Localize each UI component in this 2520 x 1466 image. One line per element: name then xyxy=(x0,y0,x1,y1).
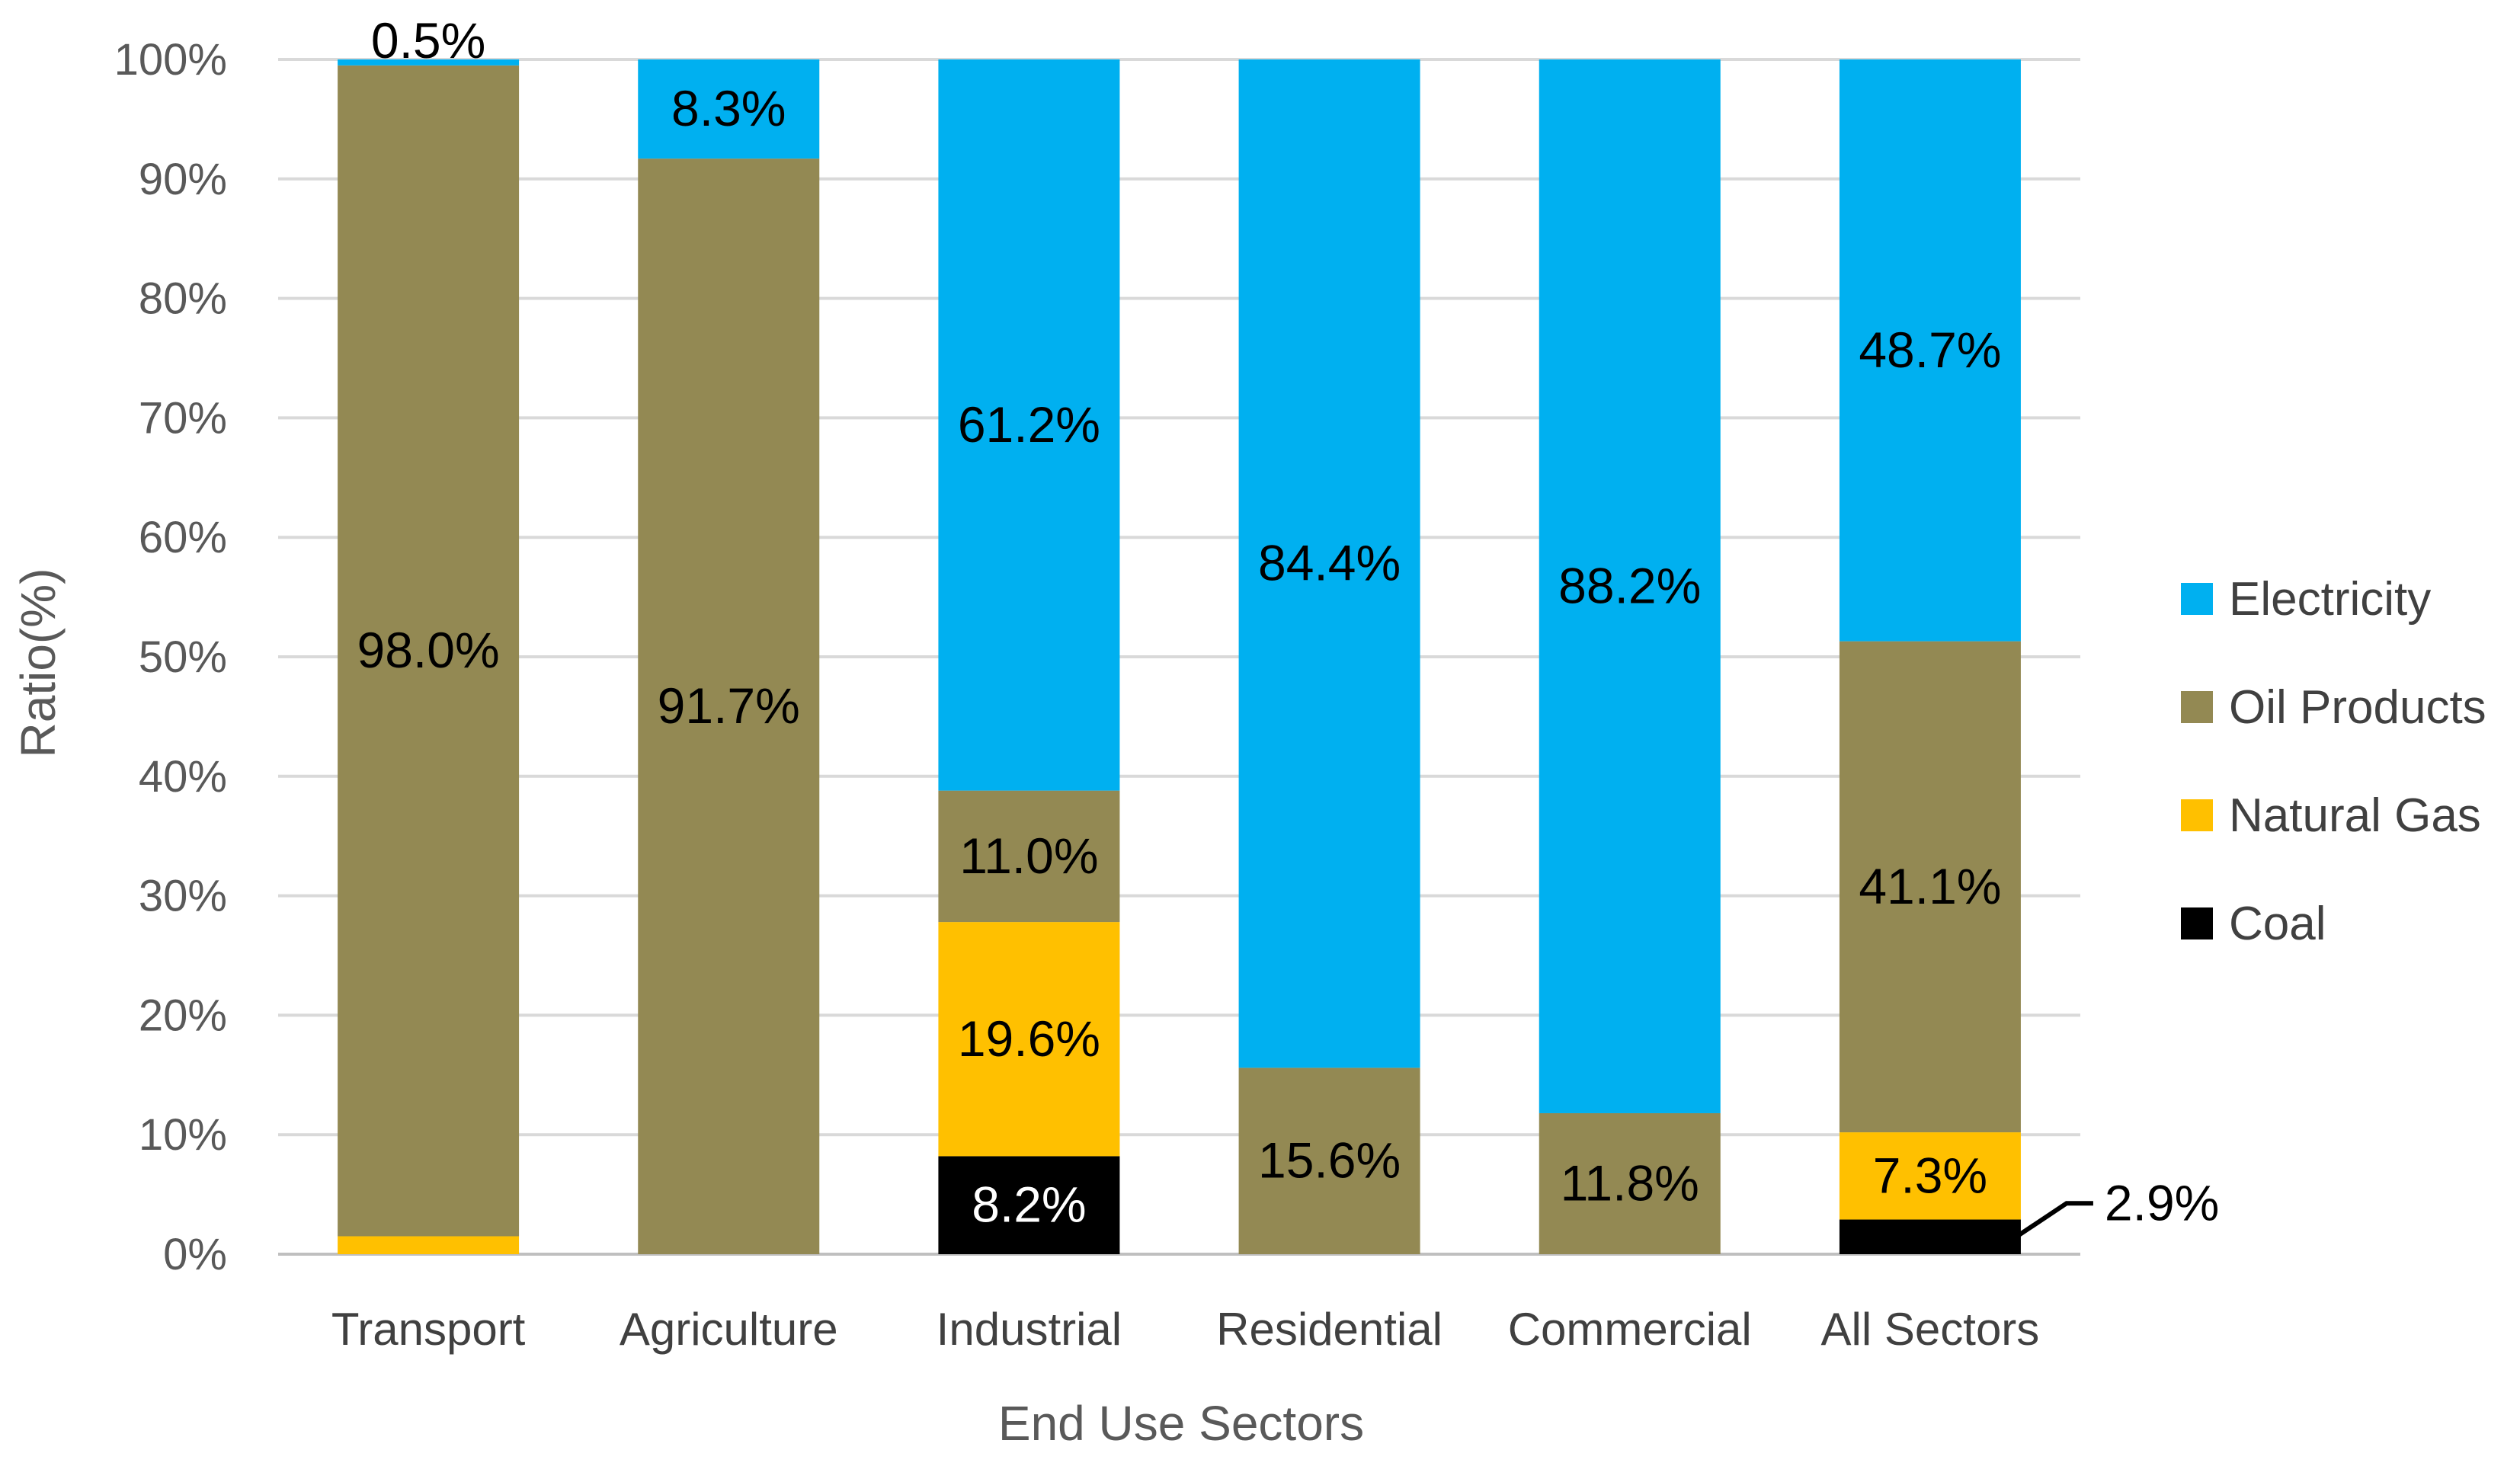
bar-electricity xyxy=(1238,59,1420,1068)
bar-oil-products xyxy=(1839,641,2021,1133)
legend: Electricity Oil Products Natural Gas Coal xyxy=(2181,573,2486,950)
bar-oil-products xyxy=(1238,1067,1420,1254)
legend-swatch xyxy=(2181,799,2213,831)
data-label: 88.2% xyxy=(1558,557,1701,613)
legend-swatch xyxy=(2181,583,2213,615)
legend-swatch xyxy=(2181,907,2213,939)
y-tick-label: 80% xyxy=(139,274,227,324)
y-tick-label: 40% xyxy=(139,752,227,802)
y-tick-label: 100% xyxy=(114,35,227,85)
data-label: 8.2% xyxy=(972,1176,1086,1233)
y-axis-ticks: 0% 10% 20% 30% 40% 50% 60% 70% 80% 90% 100% xyxy=(114,35,227,1279)
data-label: 19.6% xyxy=(958,1010,1100,1067)
bar-oil-products xyxy=(338,65,520,1237)
bar-natural-gas xyxy=(338,1236,520,1254)
bar-electricity xyxy=(638,59,820,159)
legend-label: Coal xyxy=(2229,898,2326,950)
bars: 1.5%98.0%0.5%91.7%8.3%8.2%19.6%11.0%61.2… xyxy=(338,12,2219,1254)
data-label: 7.3% xyxy=(1873,1147,1987,1203)
bar-electricity xyxy=(938,59,1120,791)
bar-electricity xyxy=(1539,59,1721,1113)
x-category-label: Residential xyxy=(1216,1304,1443,1355)
data-label: 2.9% xyxy=(2105,1174,2219,1231)
x-axis-title: End Use Sectors xyxy=(998,1396,1364,1451)
data-label: 0.5% xyxy=(371,12,485,69)
data-label: 98.0% xyxy=(357,622,500,678)
y-tick-label: 20% xyxy=(139,991,227,1040)
bar-oil-products xyxy=(638,158,820,1254)
y-tick-label: 70% xyxy=(139,393,227,443)
bar-electricity xyxy=(1839,59,2021,642)
data-label: 11.8% xyxy=(1561,1154,1699,1211)
y-tick-label: 60% xyxy=(139,513,227,562)
x-category-label: Agriculture xyxy=(620,1304,838,1355)
gridlines xyxy=(278,58,2080,1256)
bar-natural-gas xyxy=(938,922,1120,1157)
y-tick-label: 10% xyxy=(139,1110,227,1160)
data-label: 91.7% xyxy=(658,677,800,734)
legend-label: Natural Gas xyxy=(2229,789,2481,842)
y-axis-title: Ratio(%) xyxy=(11,568,66,758)
bar-natural-gas xyxy=(1839,1132,2021,1220)
data-label: 48.7% xyxy=(1859,322,2001,378)
y-tick-label: 50% xyxy=(139,632,227,682)
x-category-label: Transport xyxy=(331,1304,526,1355)
data-label: 41.1% xyxy=(1859,858,2001,914)
data-label: 11.0% xyxy=(959,827,1098,884)
y-tick-label: 30% xyxy=(139,872,227,921)
bar-coal xyxy=(938,1156,1120,1254)
x-axis-categories: Transport Agriculture Industrial Residentia… xyxy=(331,1304,2039,1355)
coal-leader-line xyxy=(2015,1201,2093,1239)
data-label: 15.6% xyxy=(1258,1132,1401,1189)
x-category-label: Commercial xyxy=(1508,1304,1752,1355)
bar-electricity xyxy=(338,59,520,66)
legend-label: Electricity xyxy=(2229,573,2431,626)
x-category-label: Industrial xyxy=(937,1304,1122,1355)
bar-oil-products xyxy=(938,790,1120,923)
legend-swatch xyxy=(2181,691,2213,723)
x-category-label: All Sectors xyxy=(1821,1304,2040,1355)
data-label: 61.2% xyxy=(958,396,1100,453)
y-tick-label: 0% xyxy=(163,1230,227,1279)
bar-oil-products xyxy=(1539,1112,1721,1254)
bar-coal xyxy=(1839,1219,2021,1254)
data-label: 8.3% xyxy=(671,80,786,136)
y-tick-label: 90% xyxy=(139,155,227,204)
data-label: 84.4% xyxy=(1258,535,1401,591)
legend-label: Oil Products xyxy=(2229,681,2486,734)
